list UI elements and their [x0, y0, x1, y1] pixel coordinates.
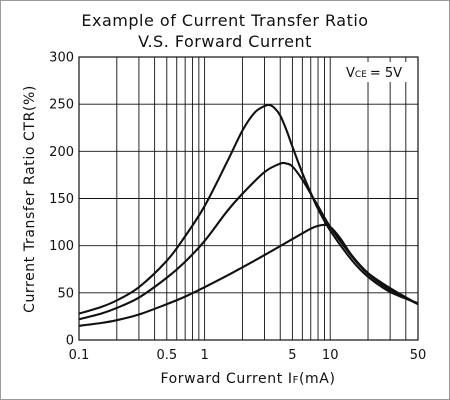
ctr-curve — [78, 223, 419, 327]
x-axis-label-subscript: F — [293, 375, 299, 386]
x-tick-label: 1 — [200, 348, 208, 363]
x-axis-label-unit: (mA) — [299, 371, 336, 387]
x-axis-label: Forward Current IF(mA) — [160, 371, 335, 387]
y-tick-label: 0 — [66, 334, 74, 349]
x-tick-label: 0.5 — [156, 348, 177, 363]
y-tick-label: 50 — [57, 286, 74, 301]
y-tick-label: 200 — [49, 145, 74, 160]
x-tick-label: 50 — [410, 348, 427, 363]
y-tick-labels: 0 50 100 150 200 250 300 — [49, 51, 74, 349]
ctr-curve — [78, 161, 419, 321]
y-tick-label: 150 — [49, 192, 74, 207]
y-tick-label: 300 — [49, 51, 74, 66]
condition-subscript: CE — [355, 70, 367, 80]
x-tick-label: 5 — [288, 348, 296, 363]
x-tick-label: 10 — [322, 348, 339, 363]
x-tick-label: 0.1 — [69, 348, 90, 363]
ctr-curves — [78, 103, 419, 327]
x-axis-label-main: Forward Current I — [160, 371, 292, 387]
chart-title-line-2: V.S. Forward Current — [138, 32, 312, 51]
condition-label: VCE = 5V — [346, 66, 402, 81]
y-tick-label: 250 — [49, 98, 74, 113]
x-tick-labels: 0.1 0.5 1 5 10 50 — [69, 348, 427, 363]
chart-title-line-1: Example of Current Transfer Ratio — [81, 11, 369, 30]
grid-lines — [79, 57, 418, 340]
condition-symbol: V — [346, 66, 355, 81]
plot-area-border — [78, 56, 419, 341]
condition-value: = 5V — [370, 66, 402, 81]
ctr-curve — [78, 103, 419, 315]
y-tick-label: 100 — [49, 239, 74, 254]
condition-label-background — [342, 62, 414, 82]
y-axis-label: Current Transfer Ratio CTR(%) — [22, 85, 38, 313]
